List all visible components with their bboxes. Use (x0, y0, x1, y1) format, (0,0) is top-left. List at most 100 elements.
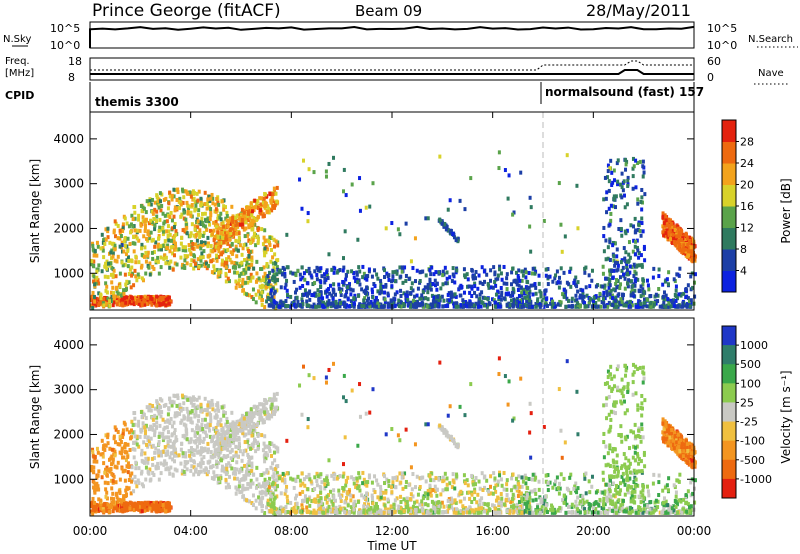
power-cell (192, 266, 196, 271)
power-cell (502, 281, 506, 286)
power-cell (629, 290, 633, 295)
power-cell (168, 190, 172, 195)
power-cell (100, 269, 104, 274)
velocity-cell (212, 434, 216, 439)
velocity-cell (210, 476, 214, 481)
power-cell (409, 303, 413, 308)
power-cell (95, 240, 99, 245)
power-cell (135, 228, 139, 233)
power-cell (612, 254, 616, 259)
velocity-cell (132, 508, 136, 513)
power-cell (426, 216, 430, 221)
power-cell (623, 256, 627, 261)
power-cell (267, 279, 271, 284)
power-cell (260, 290, 264, 295)
power-cell (433, 294, 437, 299)
power-cell (181, 248, 185, 253)
velocity-cell (251, 493, 255, 498)
velocity-cell (115, 500, 119, 505)
velocity-cell (265, 469, 269, 474)
power-cell (353, 293, 357, 298)
velocity-cell (169, 444, 173, 449)
nsearch-tick-top: 10^5 (707, 22, 737, 35)
power-cell (641, 282, 645, 287)
power-cell (640, 187, 644, 192)
power-cell (680, 232, 684, 237)
power-cell (559, 266, 563, 271)
velocity-cell (268, 441, 272, 446)
velocity-cell (115, 508, 119, 513)
velocity-cell (190, 428, 194, 433)
velocity-cell (151, 443, 155, 448)
power-cell (182, 195, 186, 200)
power-cell (472, 303, 476, 308)
velocity-cell (254, 449, 258, 454)
velocity-cell (134, 507, 138, 512)
power-cell (216, 235, 220, 240)
velocity-cell (118, 498, 122, 503)
velocity-cell (155, 400, 159, 405)
power-cell (491, 285, 495, 290)
power-cell (181, 245, 185, 250)
cpid-mode-1: themis 3300 (95, 95, 179, 109)
power-cell (285, 265, 289, 270)
power-cell (199, 258, 203, 263)
power-cell (324, 169, 328, 174)
power-cell (143, 225, 147, 230)
power-cell (112, 291, 116, 296)
power-cell (283, 272, 287, 277)
power-cell (264, 275, 268, 280)
power-cell (237, 264, 241, 269)
velocity-cell (136, 500, 140, 505)
velocity-cell (143, 451, 147, 456)
power-cell (205, 261, 209, 266)
power-cell (429, 282, 433, 287)
velocity-cell (151, 403, 155, 408)
power-cell (140, 242, 144, 247)
velocity-cell (199, 446, 203, 451)
power-cell (120, 260, 124, 265)
velocity-cell (209, 413, 213, 418)
velocity-cell (229, 437, 233, 442)
power-cell (590, 278, 594, 283)
power-cell (553, 276, 557, 281)
power-cell (429, 287, 433, 292)
power-cell (95, 253, 99, 258)
velocity-cell (228, 463, 232, 468)
power-cell (343, 229, 347, 234)
power-cell (611, 302, 615, 307)
power-cell (344, 193, 348, 198)
velocity-cell (120, 448, 124, 453)
power-cell (463, 207, 467, 212)
power-cell (199, 240, 203, 245)
power-cell (148, 272, 152, 277)
power-cell (126, 248, 130, 253)
velocity-cell (244, 448, 248, 453)
power-cell (285, 288, 289, 293)
power-cell (170, 226, 174, 231)
power-cell (306, 281, 310, 286)
velocity-cell (181, 451, 185, 456)
freq-panel: Freq. [MHz] 18 8 60 0 Nave (5, 55, 790, 85)
velocity-cell (133, 416, 137, 421)
power-cell (667, 227, 671, 232)
power-cell (192, 196, 196, 201)
nave-label: Nave (758, 68, 784, 79)
velocity-cell (225, 436, 229, 441)
power-cell (235, 213, 239, 218)
velocity-cell (192, 465, 196, 470)
power-cell (274, 260, 278, 265)
velocity-cell (152, 503, 156, 508)
power-cell (670, 222, 674, 227)
power-cell (352, 296, 356, 301)
power-cell (606, 169, 610, 174)
velocity-cell (271, 467, 275, 472)
power-cell (289, 304, 293, 309)
power-cell (452, 235, 456, 240)
power-cell (454, 238, 458, 243)
velocity-cell (179, 408, 183, 413)
power-cell (131, 241, 135, 246)
velocity-cell (266, 410, 270, 415)
velocity-cell (227, 485, 231, 490)
velocity-cell (113, 453, 117, 458)
